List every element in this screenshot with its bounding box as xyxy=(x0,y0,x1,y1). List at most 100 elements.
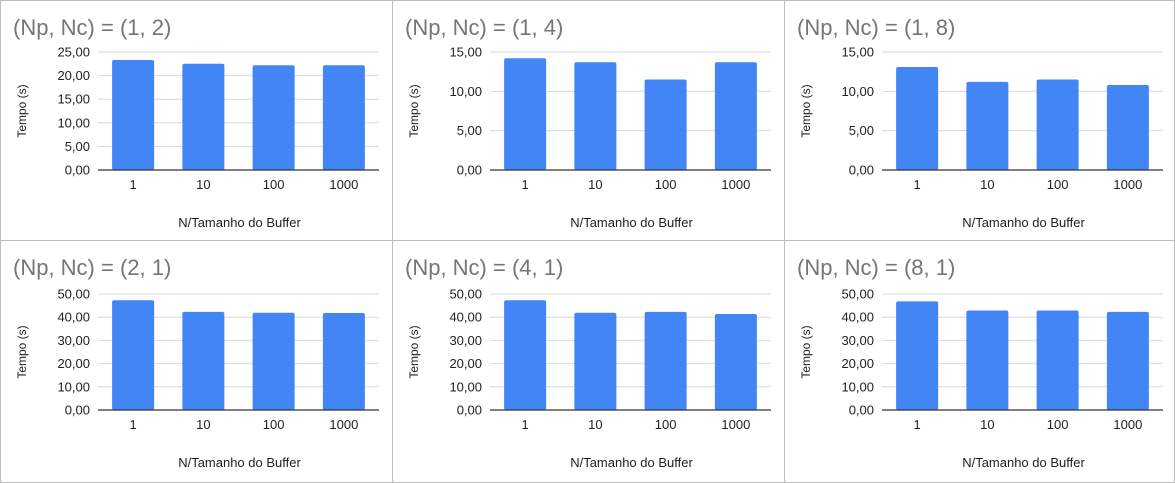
bar xyxy=(896,66,939,170)
bar xyxy=(252,312,295,410)
y-tick-label: 5,00 xyxy=(849,123,874,138)
bar xyxy=(112,300,155,410)
y-tick-label: 40,00 xyxy=(841,310,874,325)
y-tick-label: 10,00 xyxy=(841,84,874,99)
chart-title: (Np, Nc) = (1, 2) xyxy=(13,15,171,40)
bar xyxy=(504,58,547,170)
x-tick-label: 100 xyxy=(1047,417,1069,432)
y-tick-label: 20,00 xyxy=(57,356,90,371)
bar-chart-3: (Np, Nc) = (1, 8) 0,00 5,00 10,00 15,00 1 10 10… xyxy=(797,15,1163,230)
x-tick-label: 1 xyxy=(130,177,137,192)
chart-panel-6: (Np, Nc) = (8, 1) 0,00 10,00 20,00 30,00 40,0… xyxy=(785,241,1174,482)
bar-chart-6: (Np, Nc) = (8, 1) 0,00 10,00 20,00 30,00 40,0… xyxy=(797,255,1163,470)
x-tick-label: 10 xyxy=(980,417,994,432)
x-tick-label: 100 xyxy=(655,417,677,432)
bar xyxy=(574,312,617,410)
y-axis-label: Tempo (s) xyxy=(15,84,29,137)
y-tick-label: 30,00 xyxy=(841,333,874,348)
y-tick-label: 15,00 xyxy=(57,92,90,107)
y-tick-label: 20,00 xyxy=(449,356,482,371)
x-tick-label: 1000 xyxy=(1113,417,1142,432)
x-axis-label: N/Tamanho do Buffer xyxy=(570,455,693,470)
y-tick-label: 5,00 xyxy=(65,139,90,154)
bar xyxy=(322,65,365,170)
y-tick-label: 0,00 xyxy=(457,163,482,178)
bar xyxy=(1036,79,1079,170)
bar-chart-4: (Np, Nc) = (2, 1) 0,00 10,00 20,00 30,00 40,0… xyxy=(13,255,379,470)
bar xyxy=(182,63,225,170)
y-tick-label: 40,00 xyxy=(57,310,90,325)
x-tick-label: 100 xyxy=(263,177,285,192)
bar xyxy=(966,81,1009,170)
bar-chart-1: (Np, Nc) = (1, 2) 0,00 5,00 10,00 15,00 20,00… xyxy=(13,15,379,230)
x-tick-label: 10 xyxy=(980,177,994,192)
x-tick-label: 10 xyxy=(588,417,602,432)
y-axis-label: Tempo (s) xyxy=(15,325,29,378)
y-tick-label: 10,00 xyxy=(57,115,90,130)
x-tick-label: 1 xyxy=(522,177,529,192)
y-tick-label: 20,00 xyxy=(57,68,90,83)
y-tick-label: 0,00 xyxy=(457,403,482,418)
x-tick-label: 1 xyxy=(130,417,137,432)
chart-title: (Np, Nc) = (4, 1) xyxy=(405,255,563,280)
x-tick-label: 1 xyxy=(522,417,529,432)
chart-title: (Np, Nc) = (2, 1) xyxy=(13,255,171,280)
y-tick-label: 10,00 xyxy=(449,379,482,394)
y-tick-label: 50,00 xyxy=(57,287,90,302)
y-tick-label: 15,00 xyxy=(449,45,482,60)
x-tick-label: 1000 xyxy=(1113,177,1142,192)
y-tick-label: 25,00 xyxy=(57,45,90,60)
chart-panel-1: (Np, Nc) = (1, 2) 0,00 5,00 10,00 15,00 20,00… xyxy=(1,1,392,240)
y-tick-label: 0,00 xyxy=(65,403,90,418)
chart-panel-2: (Np, Nc) = (1, 4) 0,00 5,00 10,00 15,00 1 10 10… xyxy=(393,1,784,240)
bar xyxy=(112,60,155,170)
x-tick-label: 100 xyxy=(1047,177,1069,192)
x-tick-label: 1 xyxy=(914,177,921,192)
bar xyxy=(182,311,225,410)
y-tick-label: 50,00 xyxy=(449,287,482,302)
x-axis-label: N/Tamanho do Buffer xyxy=(178,455,301,470)
bar xyxy=(1106,311,1149,410)
x-tick-label: 1000 xyxy=(721,417,750,432)
chart-panel-4: (Np, Nc) = (2, 1) 0,00 10,00 20,00 30,00 40,0… xyxy=(1,241,392,482)
x-tick-label: 100 xyxy=(263,417,285,432)
y-axis-label: Tempo (s) xyxy=(407,325,421,378)
x-tick-label: 100 xyxy=(655,177,677,192)
x-axis-label: N/Tamanho do Buffer xyxy=(962,215,1085,230)
y-tick-label: 50,00 xyxy=(841,287,874,302)
chart-title: (Np, Nc) = (8, 1) xyxy=(797,255,955,280)
chart-panel-3: (Np, Nc) = (1, 8) 0,00 5,00 10,00 15,00 1 10 10… xyxy=(785,1,1174,240)
x-axis-label: N/Tamanho do Buffer xyxy=(962,455,1085,470)
y-tick-label: 5,00 xyxy=(457,123,482,138)
x-tick-label: 10 xyxy=(196,417,210,432)
x-axis-label: N/Tamanho do Buffer xyxy=(570,215,693,230)
bar xyxy=(714,62,757,170)
x-tick-label: 10 xyxy=(196,177,210,192)
bar xyxy=(644,79,687,170)
bar xyxy=(574,62,617,170)
bar-chart-5: (Np, Nc) = (4, 1) 0,00 10,00 20,00 30,00 40,0… xyxy=(405,255,771,470)
y-tick-label: 10,00 xyxy=(449,84,482,99)
y-tick-label: 0,00 xyxy=(849,163,874,178)
y-axis-label: Tempo (s) xyxy=(407,84,421,137)
bar-chart-2: (Np, Nc) = (1, 4) 0,00 5,00 10,00 15,00 1 10 10… xyxy=(405,15,771,230)
bar xyxy=(896,301,939,410)
chart-title: (Np, Nc) = (1, 8) xyxy=(797,15,955,40)
y-tick-label: 10,00 xyxy=(841,379,874,394)
x-axis-label: N/Tamanho do Buffer xyxy=(178,215,301,230)
bar xyxy=(1106,85,1149,170)
y-tick-label: 30,00 xyxy=(57,333,90,348)
bar xyxy=(644,311,687,410)
x-tick-label: 1000 xyxy=(721,177,750,192)
y-tick-label: 30,00 xyxy=(449,333,482,348)
x-tick-label: 1000 xyxy=(329,417,358,432)
y-tick-label: 0,00 xyxy=(65,163,90,178)
bar xyxy=(966,310,1009,410)
chart-panel-5: (Np, Nc) = (4, 1) 0,00 10,00 20,00 30,00 40,0… xyxy=(393,241,784,482)
x-tick-label: 1 xyxy=(914,417,921,432)
bar xyxy=(1036,310,1079,410)
y-tick-label: 20,00 xyxy=(841,356,874,371)
bar xyxy=(714,313,757,410)
bar xyxy=(252,65,295,170)
